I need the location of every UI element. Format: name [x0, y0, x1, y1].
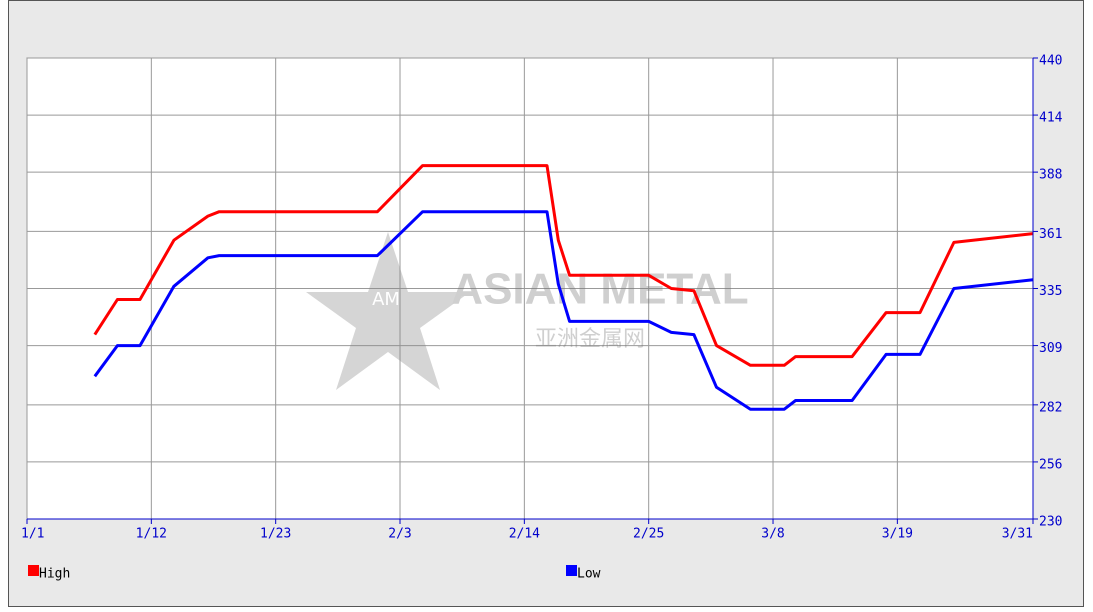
y-tick-label: 335 — [1039, 284, 1062, 299]
watermark-logo: AM — [372, 289, 400, 310]
y-tick-label: 440 — [1039, 54, 1062, 69]
legend-swatch — [28, 565, 39, 576]
x-tick-label: 3/31 — [1002, 527, 1033, 542]
series-line — [93, 164, 1034, 367]
legend-swatch — [566, 565, 577, 576]
x-tick-label: 2/25 — [633, 527, 664, 542]
x-tick-label: 2/3 — [388, 527, 411, 542]
x-tick-label: 1/23 — [260, 527, 291, 542]
x-tick-label: 1/1 — [21, 527, 44, 542]
watermark-star — [306, 232, 470, 390]
y-tick-label: 388 — [1039, 168, 1062, 183]
y-tick-label: 282 — [1039, 400, 1062, 415]
x-tick-label: 3/8 — [761, 527, 784, 542]
watermark-subname: 亚洲金属网 — [535, 327, 645, 352]
y-tick-label: 414 — [1039, 111, 1063, 126]
lines — [93, 164, 1034, 411]
watermark-name: ASIAN METAL — [451, 265, 748, 314]
x-tick-label: 2/14 — [509, 527, 540, 542]
y-tick-label: 230 — [1039, 515, 1062, 530]
legend-label: Low — [577, 567, 601, 582]
y-tick-label: 309 — [1039, 341, 1062, 356]
y-tick-label: 361 — [1039, 227, 1062, 242]
x-tick-label: 1/12 — [136, 527, 167, 542]
series-line — [93, 210, 1034, 411]
legend-label: High — [39, 567, 70, 582]
y-tick-label: 256 — [1039, 457, 1062, 472]
grid — [26, 57, 1034, 520]
x-tick-label: 3/19 — [882, 527, 913, 542]
